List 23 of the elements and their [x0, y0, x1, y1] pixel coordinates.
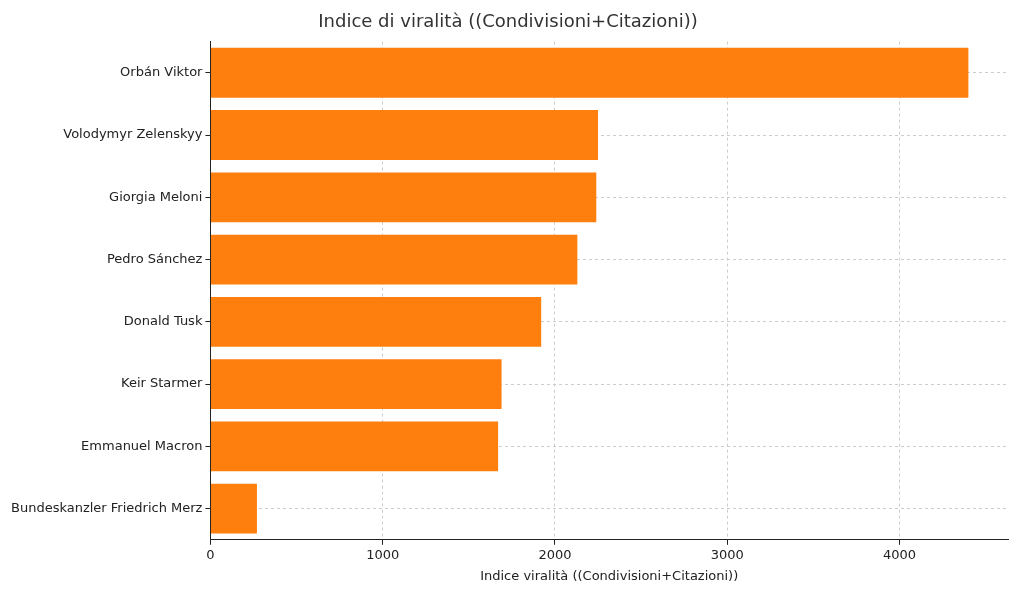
y-tick-label: Bundeskanzler Friedrich Merz — [11, 500, 203, 516]
y-tick-label: Pedro Sánchez — [107, 250, 203, 266]
y-tick-label: Emmanuel Macron — [81, 437, 203, 453]
x-tick-label: 0 — [206, 546, 215, 562]
bar — [210, 47, 969, 98]
chart-title: Indice di viralità ((Condivisioni+Citazioni)) — [318, 10, 698, 32]
y-tick-label: Orbán Viktor — [120, 64, 204, 80]
bar — [210, 234, 578, 285]
bar — [210, 110, 599, 160]
x-tick-label: 3000 — [710, 546, 744, 562]
bar — [210, 172, 597, 223]
x-tick-label: 2000 — [538, 546, 572, 562]
x-tick-label: 4000 — [882, 546, 917, 562]
x-axis-title: Indice viralità ((Condivisioni+Citazioni)) — [480, 567, 739, 583]
bar — [210, 359, 502, 410]
y-tick-label: Volodymyr Zelenskyy — [63, 126, 203, 142]
y-tick-label: Giorgia Meloni — [109, 188, 203, 204]
x-tick-label: 1000 — [366, 546, 400, 562]
bar — [210, 421, 499, 472]
y-tick-label: Keir Starmer — [121, 375, 204, 391]
y-tick-label: Donald Tusk — [123, 313, 203, 329]
bar — [210, 483, 257, 534]
bar — [210, 296, 542, 347]
